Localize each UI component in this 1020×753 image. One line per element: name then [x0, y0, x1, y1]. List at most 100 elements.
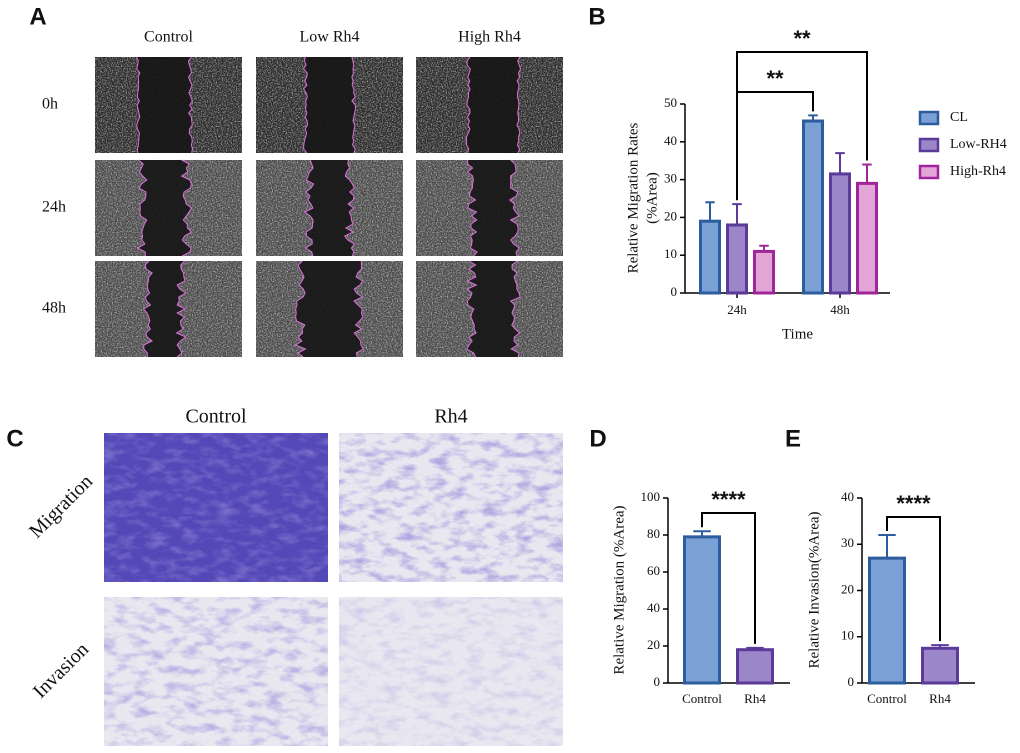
- micrograph: [95, 159, 242, 257]
- scratch-edge: [466, 160, 478, 257]
- x-tick-label: Control: [682, 691, 722, 706]
- bar: [726, 223, 748, 295]
- image-dots: [104, 433, 328, 582]
- y-tick-label: 50: [664, 95, 677, 110]
- row-label: Invasion: [29, 638, 93, 702]
- panel-label: C: [6, 425, 23, 452]
- scratch-gap: [295, 261, 364, 357]
- scratch-edge: [351, 56, 357, 154]
- scratch-edge: [516, 56, 522, 154]
- significance-bracket: [736, 51, 868, 201]
- legend-swatch: [918, 137, 940, 153]
- scratch-edge: [343, 159, 356, 257]
- scratch-edge: [302, 56, 309, 154]
- column-header: Low Rh4: [300, 29, 360, 46]
- scratch-edge: [187, 56, 194, 154]
- error-bar: [862, 163, 872, 184]
- scratch-edge: [466, 260, 478, 358]
- legend-label: Low-RH4: [950, 137, 1007, 152]
- significance-bracket: [886, 516, 941, 642]
- bar: [802, 119, 824, 295]
- bar: [699, 219, 721, 295]
- bar: [736, 648, 774, 685]
- scratch-edge: [509, 260, 521, 358]
- image-dots: [339, 433, 563, 582]
- micrograph: [416, 260, 563, 358]
- legend-label: CL: [950, 110, 968, 125]
- y-tick-label: 100: [641, 489, 661, 504]
- y-axis-label: Relative Migration (%Area): [611, 505, 627, 674]
- row-label: 24h: [42, 199, 66, 216]
- micrograph: [416, 159, 563, 257]
- y-tick-label: 30: [841, 535, 854, 550]
- y-tick-label: 20: [841, 581, 854, 596]
- scratch-gap: [304, 160, 355, 256]
- significance-label: ****: [711, 487, 746, 512]
- scratch-edge: [180, 159, 193, 257]
- micrograph: [104, 597, 328, 746]
- error-bar: [705, 201, 715, 222]
- y-tick-label: 0: [654, 674, 661, 689]
- error-bar: [732, 203, 742, 225]
- image-dots: [339, 597, 563, 746]
- x-tick-label: 48h: [830, 302, 850, 317]
- scratch-edge: [142, 260, 153, 358]
- micrograph: [339, 433, 563, 582]
- bar: [683, 535, 721, 685]
- error-bar: [693, 530, 711, 537]
- y-tick-label: 0: [848, 674, 855, 689]
- legend-swatch: [918, 110, 940, 126]
- y-tick-label: 20: [664, 208, 677, 223]
- bar: [829, 172, 851, 295]
- column-header: High Rh4: [458, 29, 521, 46]
- y-tick-label: 10: [664, 246, 677, 261]
- micrograph: [339, 597, 563, 746]
- error-bar: [835, 152, 845, 174]
- scratch-edge: [353, 260, 364, 358]
- scratch-edge: [136, 56, 141, 154]
- panel-label: A: [29, 3, 46, 30]
- x-tick-label: Rh4: [744, 691, 766, 706]
- panel-label: B: [588, 3, 605, 30]
- error-bar: [808, 114, 818, 122]
- row-label: 48h: [42, 300, 66, 317]
- significance-bracket: [736, 91, 814, 201]
- column-header: Rh4: [434, 406, 467, 428]
- bar: [868, 556, 906, 685]
- micrograph: [95, 56, 242, 154]
- y-axis-label: Relative Invasion(%Area): [806, 511, 822, 668]
- legend-swatch: [918, 164, 940, 180]
- error-bar: [759, 244, 769, 252]
- y-tick-label: 10: [841, 628, 854, 643]
- image-dots: [104, 597, 328, 746]
- x-tick-label: Rh4: [929, 691, 951, 706]
- y-tick-label: 80: [647, 526, 660, 541]
- column-header: Control: [144, 29, 193, 46]
- micrograph: [95, 260, 242, 358]
- significance-bracket: [701, 512, 756, 644]
- y-tick-label: 40: [664, 133, 677, 148]
- x-tick-label: 24h: [727, 302, 747, 317]
- scratch-gap: [467, 160, 520, 256]
- scratch-edge: [465, 56, 471, 154]
- significance-label: **: [766, 66, 784, 91]
- error-bar: [931, 644, 949, 649]
- scratch-edge: [294, 260, 307, 358]
- y-tick-label: 30: [664, 171, 677, 186]
- significance-label: **: [793, 26, 811, 51]
- significance-label: ****: [896, 491, 931, 516]
- micrograph: [256, 159, 403, 257]
- scratch-edge: [303, 159, 315, 257]
- scratch-gap: [466, 261, 521, 357]
- error-bar: [746, 646, 764, 650]
- panel-label: D: [589, 425, 606, 452]
- legend-label: High-Rh4: [950, 164, 1006, 179]
- row-label: 0h: [42, 96, 58, 113]
- bar: [856, 181, 878, 295]
- x-tick-label: Control: [867, 691, 907, 706]
- scratch-gap: [466, 57, 521, 153]
- scratch-edge: [175, 260, 187, 358]
- scratch-gap: [136, 57, 193, 153]
- scratch-gap: [303, 57, 356, 153]
